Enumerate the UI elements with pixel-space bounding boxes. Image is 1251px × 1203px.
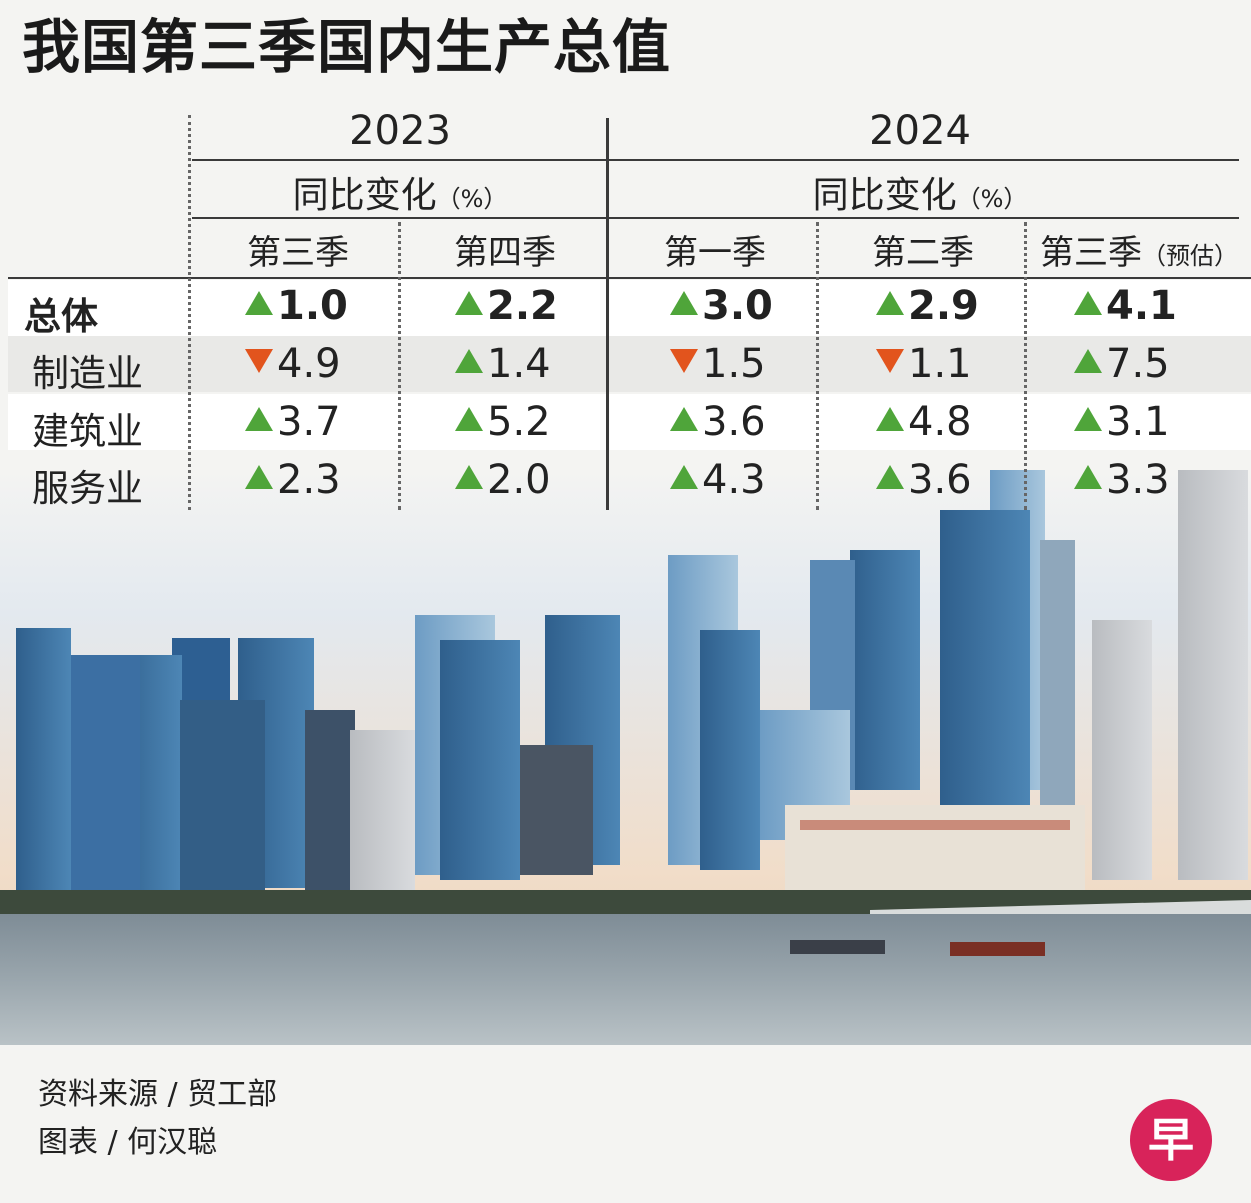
cell-value: 2.2: [487, 283, 558, 329]
cell-value: 1.4: [487, 341, 551, 387]
cell-manufacturing-2024-q3: 7.5: [1074, 341, 1170, 387]
page-title: 我国第三季国内生产总值: [22, 13, 672, 81]
triangle-up-icon: [876, 465, 904, 489]
cell-value: 4.3: [702, 457, 766, 503]
cell-services-2023-q3: 2.3: [245, 457, 341, 503]
cell-value: 1.1: [908, 341, 972, 387]
row-label-construction: 建筑业: [32, 410, 143, 453]
triangle-up-icon: [455, 291, 483, 315]
triangle-up-icon: [245, 291, 273, 315]
cell-overall-2024-q2: 2.9: [876, 283, 979, 329]
cell-value: 1.5: [702, 341, 766, 387]
row-label-manufacturing: 制造业: [32, 352, 143, 395]
triangle-up-icon: [1074, 349, 1102, 373]
header-divider-2: [192, 217, 1239, 219]
triangle-up-icon: [1074, 291, 1102, 315]
yoy-label-2023: 同比变化: [292, 175, 437, 216]
triangle-down-icon: [245, 349, 273, 373]
cell-manufacturing-2024-q2: 1.1: [876, 341, 972, 387]
triangle-up-icon: [455, 465, 483, 489]
triangle-up-icon: [670, 407, 698, 431]
quarter-header-2024-q1: 第一季: [664, 233, 766, 273]
cell-overall-2024-q1: 3.0: [670, 283, 773, 329]
triangle-up-icon: [245, 407, 273, 431]
cell-construction-2023-q3: 3.7: [245, 399, 341, 445]
logo-char: 早: [1148, 1113, 1194, 1167]
triangle-up-icon: [876, 291, 904, 315]
cell-value: 1.0: [277, 283, 348, 329]
header-divider-1: [192, 159, 1239, 161]
quarter-header-2024-q2: 第二季: [872, 233, 974, 273]
quarter-label-2024-q3: 第三季: [1040, 233, 1142, 273]
row-label-services: 服务业: [32, 467, 143, 510]
triangle-up-icon: [455, 407, 483, 431]
quarter-divider-2024-b: [1024, 222, 1027, 510]
triangle-up-icon: [1074, 407, 1102, 431]
cell-construction-2024-q3: 3.1: [1074, 399, 1170, 445]
cell-value: 3.6: [702, 399, 766, 445]
cell-value: 3.7: [277, 399, 341, 445]
cell-value: 7.5: [1106, 341, 1170, 387]
cell-value: 2.0: [487, 457, 551, 503]
cell-value: 3.0: [702, 283, 773, 329]
quarter-header-2024-q3: 第三季（预估）: [1028, 225, 1250, 273]
triangle-up-icon: [245, 465, 273, 489]
triangle-up-icon: [455, 349, 483, 373]
cell-construction-2024-q1: 3.6: [670, 399, 766, 445]
triangle-up-icon: [1074, 465, 1102, 489]
row-band-overall: [8, 280, 1251, 336]
cell-overall-2023-q3: 1.0: [245, 283, 348, 329]
yoy-unit-2024: （%）: [956, 185, 1028, 213]
cell-value: 4.8: [908, 399, 972, 445]
cell-value: 3.6: [908, 457, 972, 503]
credit-note: 图表 / 何汉聪: [38, 1125, 218, 1160]
cell-manufacturing-2023-q3: 4.9: [245, 341, 341, 387]
quarter-divider-2024-a: [816, 222, 819, 510]
quarter-header-2023-q4: 第四季: [454, 233, 556, 273]
triangle-down-icon: [876, 349, 904, 373]
row-band-construction: [8, 394, 1251, 450]
cell-manufacturing-2023-q4: 1.4: [455, 341, 551, 387]
cell-value: 2.3: [277, 457, 341, 503]
cell-value: 4.1: [1106, 283, 1177, 329]
cell-services-2024-q1: 4.3: [670, 457, 766, 503]
cell-services-2024-q3: 3.3: [1074, 457, 1170, 503]
cell-value: 4.9: [277, 341, 341, 387]
row-label-overall: 总体: [24, 295, 98, 338]
cell-value: 2.9: [908, 283, 979, 329]
cell-value: 5.2: [487, 399, 551, 445]
quarter-divider-2023: [398, 222, 401, 510]
row-band-manufacturing: [8, 336, 1251, 392]
cell-services-2023-q4: 2.0: [455, 457, 551, 503]
source-note: 资料来源 / 贸工部: [38, 1077, 278, 1112]
year-header-2024: 2024: [869, 108, 971, 154]
yoy-label-2024: 同比变化: [812, 175, 957, 216]
yoy-header-2023: 同比变化（%）: [192, 166, 608, 216]
cell-construction-2024-q2: 4.8: [876, 399, 972, 445]
triangle-up-icon: [670, 465, 698, 489]
quarter-header-2023-q3: 第三季: [247, 233, 349, 273]
footer: 资料来源 / 贸工部 图表 / 何汉聪 早: [0, 1045, 1251, 1203]
label-column-divider: [188, 115, 191, 510]
yoy-header-2024: 同比变化（%）: [610, 166, 1230, 216]
cell-value: 3.3: [1106, 457, 1170, 503]
yoy-unit-2023: （%）: [436, 185, 508, 213]
year-divider: [606, 118, 609, 510]
cell-value: 3.1: [1106, 399, 1170, 445]
skyline-background: [0, 470, 1251, 1045]
cell-construction-2023-q4: 5.2: [455, 399, 551, 445]
cell-overall-2024-q3: 4.1: [1074, 283, 1177, 329]
triangle-up-icon: [876, 407, 904, 431]
cell-services-2024-q2: 3.6: [876, 457, 972, 503]
cell-manufacturing-2024-q1: 1.5: [670, 341, 766, 387]
cell-overall-2023-q4: 2.2: [455, 283, 558, 329]
zaobao-logo-icon: 早: [1130, 1099, 1212, 1181]
triangle-down-icon: [670, 349, 698, 373]
estimate-note: （预估）: [1142, 242, 1238, 270]
triangle-up-icon: [670, 291, 698, 315]
header-divider-3: [8, 277, 1251, 279]
year-header-2023: 2023: [349, 108, 451, 154]
